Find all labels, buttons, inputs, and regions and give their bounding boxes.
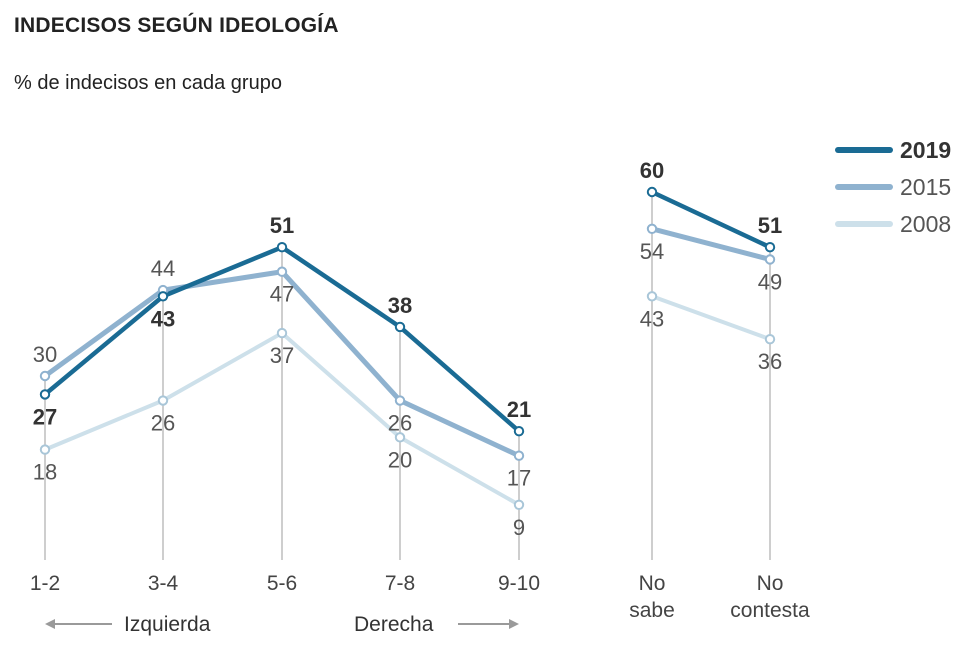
value-label-2015-ideology-4: 17 bbox=[507, 466, 531, 491]
point-2019-ideology-1 bbox=[157, 291, 169, 302]
value-label-2019-no-answer-1: 51 bbox=[758, 213, 782, 238]
value-label-2019-ideology-0: 27 bbox=[33, 404, 57, 429]
series-line-2015-no-answer bbox=[649, 226, 773, 262]
value-label-2008-ideology-3: 20 bbox=[388, 447, 412, 472]
x-tick-label-nr-0-1: sabe bbox=[629, 599, 675, 622]
value-label-2015-ideology-0: 30 bbox=[33, 342, 57, 367]
value-label-2015-ideology-3: 26 bbox=[388, 411, 412, 436]
x-tick-label-2: 5-6 bbox=[267, 572, 297, 595]
axis-annotation-right: Derecha bbox=[354, 613, 434, 636]
value-label-2015-ideology-2: 47 bbox=[270, 282, 294, 307]
point-2019-ideology-0 bbox=[39, 389, 51, 400]
value-label-2015-no-answer-0: 54 bbox=[640, 239, 664, 264]
point-2008-ideology-1 bbox=[157, 395, 169, 406]
series-line-2008-no-answer bbox=[650, 294, 772, 342]
x-tick-label-4: 9-10 bbox=[498, 572, 540, 595]
value-label-2008-no-answer-1: 36 bbox=[758, 349, 782, 374]
point-2008-no-answer-1 bbox=[764, 334, 776, 345]
value-label-2019-ideology-3: 38 bbox=[388, 293, 412, 318]
value-label-2008-no-answer-0: 43 bbox=[640, 306, 664, 331]
point-2019-ideology-3 bbox=[394, 321, 406, 333]
point-2015-no-answer-0 bbox=[646, 223, 658, 235]
point-2008-ideology-3 bbox=[394, 432, 406, 443]
point-2015-ideology-0 bbox=[39, 370, 51, 382]
x-tick-label-nr-1-1: contesta bbox=[730, 599, 810, 622]
value-label-2019-ideology-1: 43 bbox=[151, 306, 175, 331]
point-2008-ideology-0 bbox=[39, 444, 51, 455]
chart-title: INDECISOS SEGÚN IDEOLOGÍA bbox=[14, 14, 339, 37]
value-label-2015-no-answer-1: 49 bbox=[758, 269, 782, 294]
value-label-2019-ideology-2: 51 bbox=[270, 213, 294, 238]
x-tick-label-1: 3-4 bbox=[148, 572, 179, 595]
value-label-2015-ideology-1: 44 bbox=[151, 256, 175, 281]
point-2019-ideology-4 bbox=[513, 426, 525, 437]
value-label-2008-ideology-4: 9 bbox=[513, 515, 525, 540]
axis-annotation-left: Izquierda bbox=[124, 613, 211, 636]
chart-subtitle: % de indecisos en cada grupo bbox=[14, 72, 282, 94]
x-tick-label-3: 7-8 bbox=[385, 572, 415, 595]
point-2019-no-answer-1 bbox=[764, 242, 776, 253]
legend-label-2015: 2015 bbox=[900, 174, 951, 200]
point-2015-ideology-3 bbox=[394, 395, 406, 406]
left-arrow-icon bbox=[45, 619, 55, 629]
point-2008-no-answer-0 bbox=[646, 291, 658, 302]
legend-label-2008: 2008 bbox=[900, 211, 951, 237]
point-2019-no-answer-0 bbox=[646, 186, 658, 198]
x-tick-label-0: 1-2 bbox=[30, 572, 60, 595]
point-2015-no-answer-1 bbox=[764, 254, 776, 265]
x-tick-label-nr-0-0: No bbox=[639, 572, 666, 595]
value-label-2019-ideology-4: 21 bbox=[507, 397, 531, 422]
value-label-2008-ideology-0: 18 bbox=[33, 460, 57, 485]
x-tick-label-nr-1-0: No bbox=[757, 572, 784, 595]
point-2008-ideology-2 bbox=[276, 327, 288, 339]
point-2019-ideology-2 bbox=[276, 242, 288, 253]
point-2015-ideology-2 bbox=[276, 266, 288, 277]
right-arrow-icon bbox=[509, 619, 519, 629]
value-label-2008-ideology-2: 37 bbox=[270, 343, 294, 368]
series-line-2019-no-answer bbox=[649, 189, 773, 250]
point-2008-ideology-4 bbox=[513, 499, 525, 510]
legend-label-2019: 2019 bbox=[900, 137, 951, 163]
point-2015-ideology-4 bbox=[513, 450, 525, 461]
value-label-2008-ideology-1: 26 bbox=[151, 411, 175, 436]
value-label-2019-no-answer-0: 60 bbox=[640, 158, 664, 183]
